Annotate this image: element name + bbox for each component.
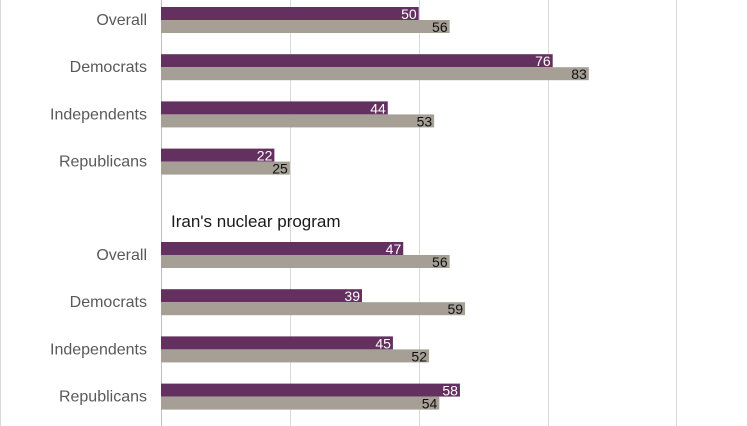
section-title: Iran's nuclear program: [171, 212, 341, 231]
data-label-series-1: 47: [386, 241, 402, 257]
bar-series-2: [161, 349, 430, 363]
bar-series-2: [161, 161, 290, 175]
category-label: Independents: [50, 106, 147, 123]
data-label-series-2: 56: [432, 254, 448, 270]
category-label: Independents: [50, 341, 147, 358]
category-label: Democrats: [70, 59, 147, 76]
bar-series-2: [161, 114, 435, 128]
data-label-series-1: 39: [344, 288, 360, 304]
data-label-series-1: 44: [370, 100, 386, 116]
bar-series-2: [161, 67, 589, 81]
bar-series-2: [161, 255, 450, 268]
labels: Overall 50 56 Democrats 76 83 Independents 44 53…: [50, 6, 587, 412]
data-label-series-2: 83: [571, 66, 587, 82]
bar-series-1: [161, 289, 363, 303]
category-label: Overall: [96, 12, 147, 29]
data-label-series-2: 54: [422, 396, 438, 412]
bar-series-1: [161, 148, 275, 162]
data-label-series-2: 25: [272, 161, 288, 177]
bar-series-1: [161, 383, 460, 397]
category-label: Overall: [96, 247, 147, 264]
data-label-series-1: 76: [535, 53, 551, 69]
bars: [161, 7, 589, 410]
bar-series-1: [161, 101, 388, 115]
data-label-series-1: 45: [375, 335, 391, 351]
data-label-series-1: 22: [257, 148, 273, 164]
data-label-series-2: 52: [411, 348, 427, 364]
bar-series-2: [161, 20, 450, 33]
data-label-series-2: 53: [417, 113, 433, 129]
data-label-series-1: 50: [401, 6, 417, 22]
category-label: Democrats: [70, 294, 147, 311]
category-label: Republicans: [59, 389, 147, 406]
bar-series-1: [161, 7, 419, 20]
bar-series-1: [161, 336, 393, 350]
data-label-series-2: 56: [432, 19, 448, 35]
bar-series-2: [161, 302, 466, 316]
bar-series-2: [161, 396, 440, 410]
bar-series-1: [161, 54, 553, 68]
bar-series-1: [161, 242, 404, 255]
category-label: Republicans: [59, 154, 147, 171]
data-label-series-1: 58: [442, 383, 458, 399]
data-label-series-2: 59: [448, 301, 464, 317]
